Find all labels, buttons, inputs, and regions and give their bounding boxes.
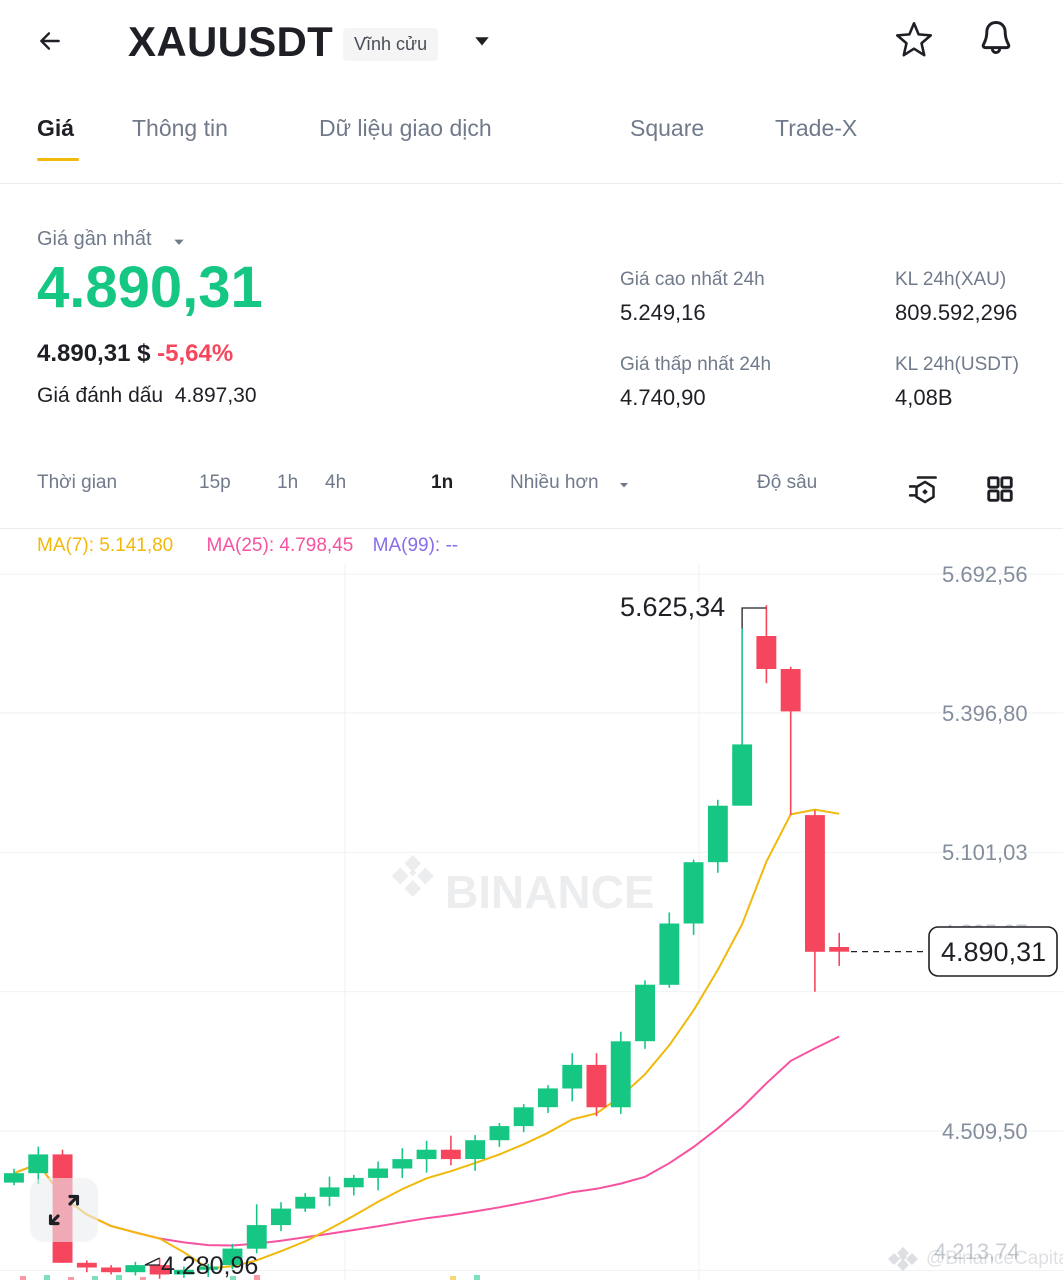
svg-text:@BinanceCapital: @BinanceCapital — [926, 1248, 1063, 1269]
svg-text:4.509,50: 4.509,50 — [942, 1119, 1028, 1144]
svg-text:5.101,03: 5.101,03 — [942, 840, 1028, 865]
svg-text:5.625,34: 5.625,34 — [620, 592, 725, 622]
svg-text:5.692,56: 5.692,56 — [942, 562, 1028, 587]
svg-text:5.396,80: 5.396,80 — [942, 701, 1028, 726]
svg-text:4.280,96: 4.280,96 — [161, 1252, 258, 1280]
svg-text:BINANCE: BINANCE — [445, 866, 655, 918]
svg-text:4.890,31: 4.890,31 — [941, 937, 1046, 967]
